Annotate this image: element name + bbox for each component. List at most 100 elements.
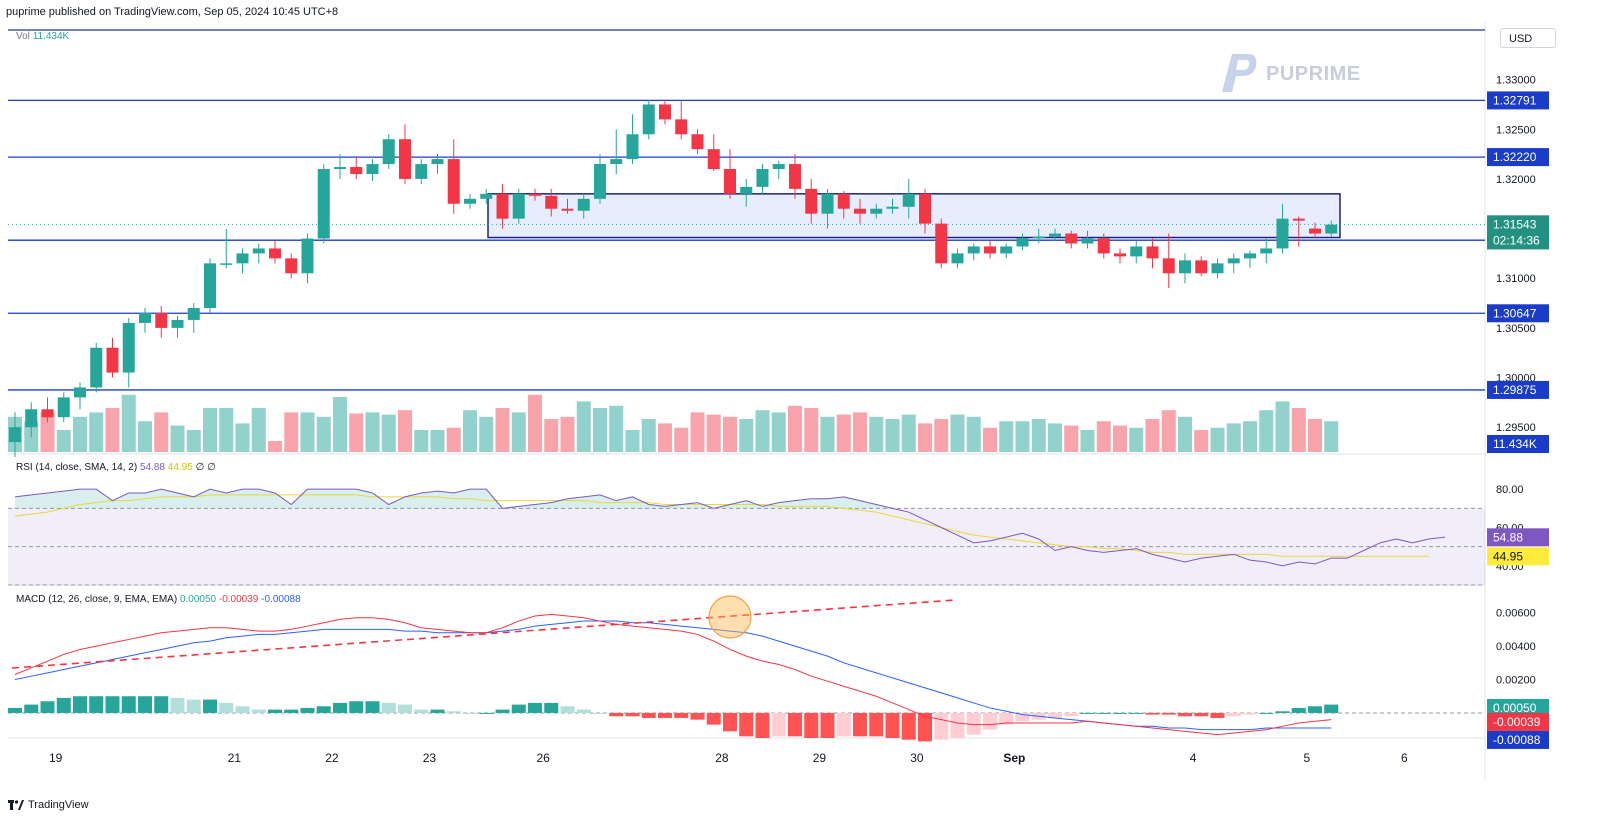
volume-bar — [1161, 410, 1176, 452]
candle-body — [1097, 238, 1110, 254]
macd-histogram-bar — [625, 712, 640, 717]
macd-histogram-bar — [1210, 712, 1225, 718]
level-price-text: 1.29875 — [1493, 383, 1537, 397]
current-price-tag — [1487, 215, 1549, 250]
candle-body — [886, 206, 899, 209]
candle-body — [854, 208, 866, 214]
currency-selector[interactable]: USD — [1500, 28, 1556, 48]
candle-body — [837, 193, 850, 209]
candle-body — [675, 119, 688, 135]
rsi-legend: RSI (14, close, SMA, 14, 2) 54.88 44.95 … — [16, 462, 216, 473]
volume-bar — [170, 425, 185, 452]
macd-histogram-bar — [40, 701, 55, 713]
macd-histogram-bar — [706, 712, 721, 725]
volume-bar — [89, 412, 104, 452]
macd-histogram-bar — [73, 696, 87, 713]
candle-body — [1260, 248, 1273, 254]
volume-bar — [138, 421, 152, 452]
level-price-text: 1.32791 — [1493, 93, 1537, 107]
volume-bar — [1031, 419, 1046, 452]
macd-histogram-bar — [235, 706, 250, 713]
volume-bar — [398, 410, 412, 452]
volume-bar — [1210, 427, 1225, 452]
candle-body — [984, 246, 996, 254]
candle-body — [90, 347, 103, 388]
volume-bar — [544, 419, 559, 452]
macd-histogram-bar — [950, 712, 965, 738]
volume-bar — [528, 394, 542, 452]
macd-histogram-bar — [186, 699, 201, 713]
time-tick-label: 29 — [813, 751, 827, 765]
volume-bar — [495, 408, 510, 452]
volume-bar — [414, 430, 429, 452]
macd-value-tag — [1487, 712, 1549, 731]
candle-body — [529, 193, 541, 196]
macd-histogram-bar — [560, 706, 575, 713]
volume-bar — [333, 397, 347, 452]
volume-bar — [966, 416, 981, 452]
macd-histogram-bar — [1113, 712, 1127, 714]
volume-bar — [983, 427, 997, 452]
volume-bar — [1064, 425, 1079, 452]
macd-legend: MACD (12, 26, close, 9, EMA, EMA) 0.0005… — [16, 594, 301, 605]
macd-histogram-bar — [788, 712, 802, 737]
volume-bar — [1113, 425, 1127, 452]
volume-bar — [1194, 430, 1209, 452]
volume-bar — [1015, 421, 1030, 452]
macd-histogram-bar — [381, 702, 396, 713]
level-price-text: 1.32220 — [1493, 150, 1537, 164]
candle-body — [561, 208, 574, 211]
candle-body — [659, 104, 671, 120]
macd-value-tag — [1487, 698, 1549, 717]
volume-bar — [576, 401, 591, 452]
candle-body — [171, 319, 184, 328]
volume-bar — [593, 408, 607, 452]
macd-histogram-bar — [268, 709, 282, 713]
candle-body — [1049, 233, 1061, 237]
volume-bar — [430, 430, 445, 452]
volume-bar — [1226, 423, 1241, 452]
candle-body — [1130, 246, 1143, 257]
macd-histogram-bar — [24, 704, 39, 713]
time-tick-label: 4 — [1190, 751, 1197, 765]
macd-value-tag — [1487, 730, 1549, 749]
volume-bar — [1096, 421, 1111, 452]
macd-histogram-bar — [1324, 704, 1339, 713]
candle-body — [204, 263, 216, 309]
countdown-text: 02:14:36 — [1493, 233, 1540, 247]
volume-bar — [853, 412, 867, 452]
macd-histogram-bar — [349, 701, 364, 713]
price-tick-label: 1.32500 — [1496, 124, 1536, 136]
macd-histogram-bar — [1243, 712, 1257, 715]
volume-bar — [771, 412, 786, 452]
macd-histogram-bar — [658, 712, 672, 718]
candle-body — [1016, 238, 1029, 247]
rsi-value-tag — [1487, 528, 1549, 547]
candle-body — [9, 427, 21, 443]
level-price-tag — [1487, 148, 1549, 167]
volume-bar — [1048, 423, 1062, 452]
trend-line — [11, 599, 956, 669]
price-tick-label: 1.29500 — [1496, 422, 1536, 434]
volume-bar — [219, 408, 234, 452]
macd-histogram-bar — [869, 712, 884, 737]
time-tick-label: 22 — [325, 751, 339, 765]
macd-histogram-bar — [105, 696, 120, 713]
candle-body — [789, 164, 801, 189]
volume-bar — [316, 416, 331, 452]
candle-body — [1162, 258, 1175, 274]
candle-body — [382, 139, 395, 165]
candle-body — [919, 193, 931, 224]
macd-tick-label: 0.00600 — [1496, 608, 1536, 620]
macd-line — [14, 613, 1332, 736]
volume-bar — [1291, 408, 1306, 452]
macd-histogram-bar — [251, 709, 266, 713]
candle-body — [106, 347, 119, 373]
candle-body — [285, 258, 298, 274]
candle-body — [724, 169, 736, 194]
volume-axis-tag — [1487, 435, 1549, 453]
macd-histogram-bar — [901, 712, 916, 740]
macd-histogram-bar — [999, 712, 1014, 725]
macd-histogram-bar — [430, 709, 445, 713]
